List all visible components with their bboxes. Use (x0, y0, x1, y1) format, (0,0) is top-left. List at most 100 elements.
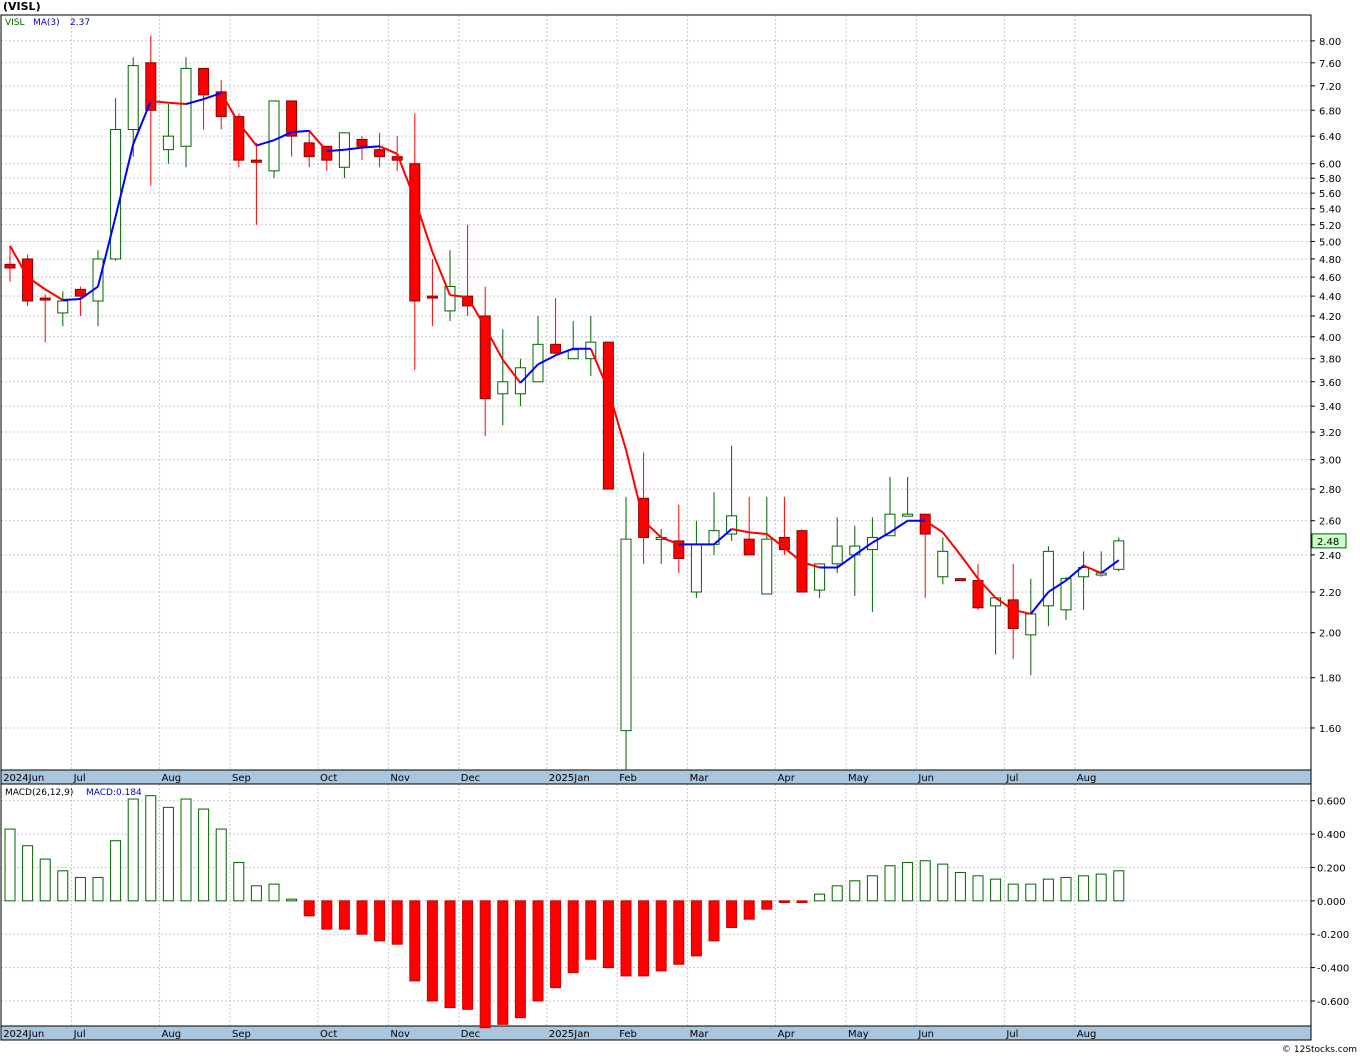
ma-segment (625, 449, 645, 521)
x-tick-label: Oct (320, 1029, 337, 1040)
y-tick-label: 4.00 (1319, 333, 1341, 344)
x-tick-label: May (848, 773, 869, 784)
ma-segment (801, 561, 820, 569)
x-tick-label: Jul (73, 773, 86, 784)
x-tick-label: Nov (390, 773, 410, 784)
macd-bar (233, 861, 245, 902)
macd-bar (497, 900, 509, 1025)
macd-bar (57, 870, 69, 902)
candle-body (479, 315, 491, 400)
credit-text: © 12Stocks.com (1282, 1045, 1357, 1055)
ma-segment (555, 347, 574, 357)
macd-bar (831, 885, 843, 902)
macd-bar (585, 900, 597, 960)
macd-bar (426, 900, 438, 1002)
candle-body (743, 538, 755, 556)
ma-segment (1065, 564, 1085, 582)
candle (215, 79, 227, 130)
candle (497, 329, 509, 426)
y-tick-label: 5.80 (1319, 174, 1341, 185)
x-tick-label: 2024Jun (3, 773, 44, 784)
ma-segment (1083, 564, 1102, 574)
ma-segment (150, 99, 169, 104)
legend-macd-label: MACD(26,12,9) (5, 788, 73, 798)
ma-segment (291, 129, 310, 134)
macd-bar (761, 900, 773, 910)
candle (585, 315, 597, 376)
legend-symbol: VISL (5, 18, 25, 28)
x-tick-label: May (848, 1029, 869, 1040)
candle-body (409, 163, 421, 302)
candle (937, 537, 949, 585)
x-tick-label: Jul (1005, 1029, 1018, 1040)
macd-bar (673, 900, 685, 965)
macd-bar (602, 900, 614, 969)
macd-bar (902, 861, 914, 902)
candle-body (303, 142, 315, 158)
macd-bar (919, 860, 931, 902)
y-tick-label: 3.00 (1319, 456, 1341, 467)
ma-segment (642, 519, 662, 539)
macd-bar (849, 880, 861, 902)
candle-body (726, 515, 738, 535)
price-panel-frame (0, 14, 1312, 771)
candle (1007, 563, 1019, 660)
candle (1042, 546, 1054, 627)
candle (479, 286, 491, 437)
candle (409, 113, 421, 371)
candle (972, 563, 984, 610)
legend-ma-value: 2.37 (70, 18, 90, 28)
candle-body (57, 300, 69, 314)
candle (866, 517, 878, 612)
ma-segment (379, 145, 398, 155)
last-price-marker: 2.48 (1311, 533, 1347, 549)
moving-average-line (9, 92, 1120, 615)
ma-segment (1047, 579, 1067, 593)
candle-body (1060, 578, 1072, 611)
candle-body (831, 545, 843, 565)
ma-segment (942, 531, 962, 556)
macd-bar (374, 900, 386, 942)
x-tick-label: Aug (162, 1029, 182, 1040)
candle (162, 104, 174, 164)
candle-body (1007, 599, 1019, 629)
y-tick-label: 4.20 (1319, 312, 1341, 323)
x-tick-label: Jun (917, 773, 934, 784)
candle-body (233, 116, 245, 161)
candle-body (250, 159, 262, 163)
top-date-axis-band (0, 769, 1312, 785)
last-price-box (1311, 533, 1347, 549)
macd-bar (514, 900, 526, 1019)
candle (796, 528, 808, 593)
ma-segment (27, 276, 46, 291)
x-axis-labels: 2024Jun 2024Jun Jul Jul Aug Aug Sep Sep Oct Oct No… (3, 773, 1096, 1040)
macd-y-tick-label: -0.200 (1317, 930, 1349, 941)
macd-bar (655, 900, 667, 972)
ma-segment (977, 577, 997, 599)
macd-bar (638, 900, 650, 977)
candle (814, 563, 826, 598)
x-tick-label: 2025Jan (549, 1029, 590, 1040)
macd-y-tick-label: 0.000 (1317, 897, 1346, 908)
ma-segment (749, 531, 767, 536)
candle (902, 477, 914, 517)
candle (602, 341, 614, 490)
macd-bar (550, 900, 562, 989)
macd-bar (198, 808, 210, 902)
x-tick-label: Aug (1077, 773, 1097, 784)
y-tick-label: 3.20 (1319, 428, 1341, 439)
candle (145, 35, 157, 186)
macd-bar (1095, 873, 1107, 902)
candle-body (162, 135, 174, 151)
candle-body (180, 67, 192, 147)
candle (444, 250, 456, 322)
x-tick-label: Mar (690, 773, 710, 784)
candle-body (215, 91, 227, 118)
y-tick-label: 8.00 (1319, 37, 1341, 48)
macd-bar (444, 900, 456, 1009)
candle-body (145, 62, 157, 111)
ma-segment (79, 285, 99, 300)
candle (74, 286, 86, 316)
macd-bar (356, 900, 368, 935)
candle-body (198, 67, 210, 96)
